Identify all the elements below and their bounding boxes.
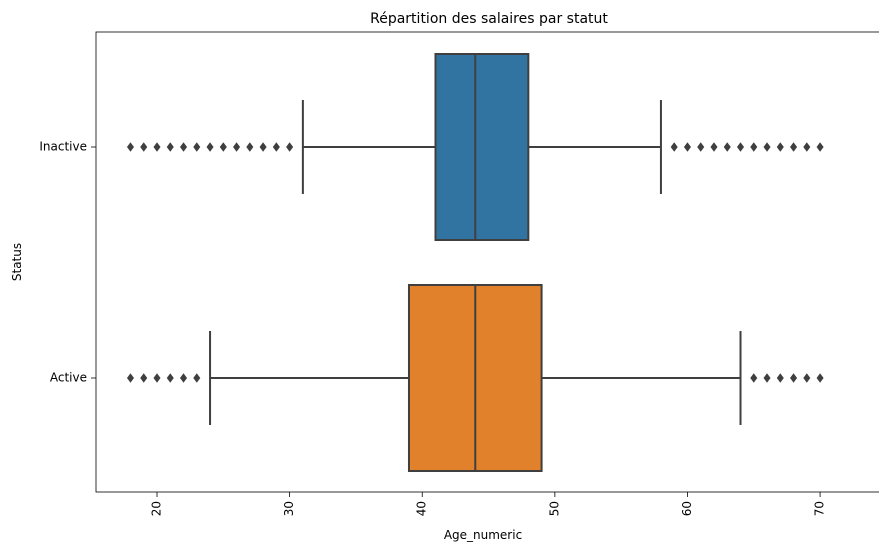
outlier-point <box>736 142 745 152</box>
outlier-point <box>166 373 174 383</box>
outlier-point <box>803 142 811 152</box>
y-tick-label: Active <box>50 371 87 385</box>
outlier-point <box>140 373 148 383</box>
box-inactive <box>434 53 530 241</box>
outlier-point <box>272 142 280 152</box>
outlier-point <box>697 142 705 152</box>
outlier-point <box>750 142 758 152</box>
chart-title: Répartition des salaires par statut <box>370 11 608 27</box>
outlier-point <box>233 142 241 152</box>
outlier-point <box>153 142 161 152</box>
outlier-point <box>193 142 201 152</box>
outlier-point <box>790 373 798 383</box>
outlier-point <box>140 142 148 152</box>
y-tick-label: Inactive <box>39 140 87 154</box>
outlier-point <box>683 142 691 152</box>
outlier-point <box>193 373 201 383</box>
x-tick-label: 50 <box>547 501 561 516</box>
outlier-point <box>670 142 678 152</box>
y-axis-label: Status <box>10 243 24 281</box>
outlier-point <box>180 373 188 383</box>
x-tick-label: 60 <box>680 501 694 516</box>
outlier-point <box>710 142 718 152</box>
x-axis-label: Age_numeric <box>444 528 522 542</box>
outlier-point <box>750 373 758 383</box>
outlier-point <box>723 142 731 152</box>
outlier-point <box>180 142 188 152</box>
outlier-point <box>816 373 824 383</box>
outlier-point <box>776 373 784 383</box>
outlier-point <box>763 142 771 152</box>
outlier-point <box>153 373 161 383</box>
outlier-point <box>259 142 267 152</box>
outlier-point <box>246 142 254 152</box>
x-tick-label: 20 <box>150 501 164 516</box>
outlier-point <box>803 373 811 383</box>
outlier-point <box>816 142 824 152</box>
outlier-point <box>219 142 227 152</box>
outlier-point <box>166 142 174 152</box>
x-tick-label: 70 <box>813 501 827 516</box>
x-tick-label: 30 <box>282 501 296 516</box>
outlier-point <box>126 373 135 383</box>
x-tick-label: 40 <box>415 501 429 516</box>
outlier-point <box>206 142 214 152</box>
plot-area-frame <box>95 31 879 493</box>
outlier-point <box>790 142 798 152</box>
outlier-point <box>126 142 135 152</box>
outlier-point <box>286 142 294 152</box>
outlier-point <box>776 142 784 152</box>
chart-marks: 20 30 40 50 60 70 Inactive Active <box>39 53 827 516</box>
outlier-point <box>763 373 771 383</box>
